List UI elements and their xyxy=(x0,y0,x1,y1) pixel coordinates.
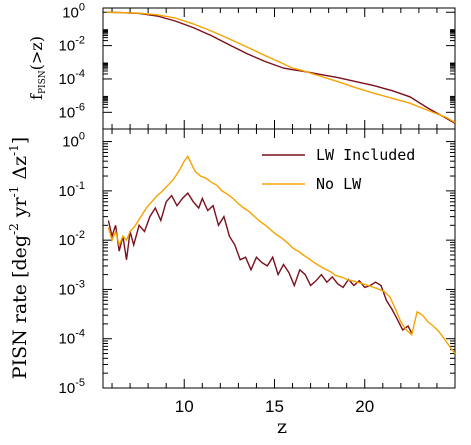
top-plot-frame xyxy=(102,7,456,130)
bottom-y-tick-label: 10-5 xyxy=(59,377,85,397)
legend: LW Included No LW xyxy=(262,146,415,193)
top-y-tick-label: 10-6 xyxy=(59,101,85,121)
x-ticks: 10 15 20 xyxy=(111,129,456,416)
bottom-series-lw-included xyxy=(107,191,413,334)
x-tick-label: 20 xyxy=(355,397,374,416)
x-tick-label: 10 xyxy=(175,397,194,416)
bottom-y-tick-label: 10-2 xyxy=(59,229,85,249)
top-y-tick-label: 100 xyxy=(62,1,85,21)
top-series-no-lw xyxy=(106,11,456,124)
top-y-ticks: 100 10-2 10-4 10-6 xyxy=(59,1,456,129)
x-axis-label: z xyxy=(277,416,287,438)
bottom-series-no-lw xyxy=(107,155,456,355)
top-y-axis-label: fPISN(>z) xyxy=(27,36,48,100)
top-series-lines xyxy=(106,11,456,124)
bottom-y-tick-label: 10-1 xyxy=(59,180,85,200)
x-tick-label: 15 xyxy=(265,397,284,416)
legend-label-lw-included: LW Included xyxy=(316,146,415,164)
top-series-lw-included xyxy=(106,11,456,124)
top-panel: 100 10-2 10-4 10-6 fPISN(>z) xyxy=(27,1,456,130)
bottom-y-tick-label: 10-3 xyxy=(59,278,85,298)
top-y-tick-label: 10-2 xyxy=(59,35,85,55)
top-y-tick-label: 10-4 xyxy=(59,68,85,88)
bottom-y-axis-label: PISN rate [deg-2 yr-1 Δz-1] xyxy=(7,137,31,379)
bottom-y-tick-label: 100 xyxy=(62,131,85,151)
bottom-y-ticks: 100 10-1 10-2 10-3 10-4 10-5 xyxy=(59,131,455,397)
bottom-series-lines xyxy=(107,155,456,355)
bottom-plot-frame xyxy=(102,128,456,389)
bottom-panel: 100 10-1 10-2 10-3 10-4 10-5 10 15 20 PISN rate… xyxy=(7,128,456,438)
legend-label-no-lw: No LW xyxy=(316,175,362,193)
bottom-y-tick-label: 10-4 xyxy=(59,328,85,348)
